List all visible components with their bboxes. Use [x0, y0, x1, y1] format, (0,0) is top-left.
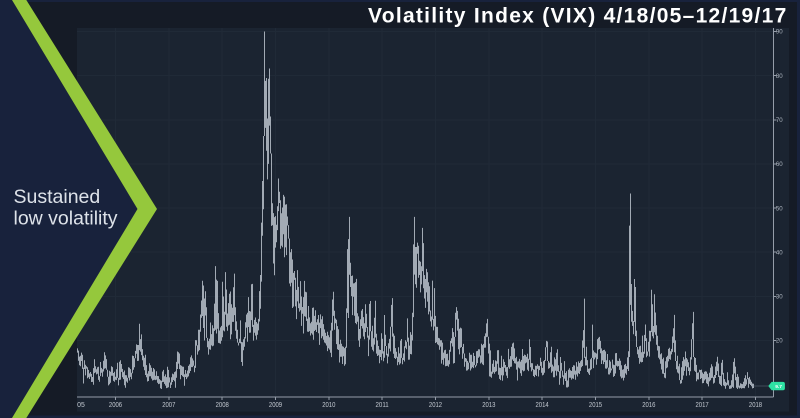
svg-text:Sustained: Sustained — [14, 186, 101, 208]
svg-text:40: 40 — [776, 249, 783, 256]
svg-text:Volatility Index (VIX) 4/18/05: Volatility Index (VIX) 4/18/05–12/19/17 — [368, 5, 788, 28]
svg-text:30: 30 — [776, 294, 783, 301]
svg-text:2013: 2013 — [482, 402, 495, 409]
svg-text:60: 60 — [776, 161, 783, 168]
svg-text:50: 50 — [776, 205, 783, 212]
svg-text:2011: 2011 — [376, 402, 389, 409]
svg-text:80: 80 — [776, 73, 783, 80]
svg-text:05: 05 — [77, 402, 85, 409]
svg-text:70: 70 — [776, 117, 783, 124]
svg-text:2012: 2012 — [429, 402, 442, 409]
svg-text:2010: 2010 — [322, 402, 335, 409]
svg-text:9.7: 9.7 — [775, 384, 782, 390]
svg-text:90: 90 — [776, 29, 783, 36]
svg-text:low volatility: low volatility — [14, 207, 118, 229]
svg-text:2006: 2006 — [109, 402, 122, 409]
svg-text:2007: 2007 — [162, 402, 175, 409]
svg-text:2015: 2015 — [589, 402, 602, 409]
svg-text:2018: 2018 — [749, 402, 762, 409]
svg-text:2016: 2016 — [642, 402, 655, 409]
svg-text:2009: 2009 — [269, 402, 282, 409]
svg-text:20: 20 — [776, 338, 783, 345]
svg-text:2008: 2008 — [216, 402, 229, 409]
svg-text:2017: 2017 — [696, 402, 709, 409]
svg-text:2014: 2014 — [536, 402, 549, 409]
